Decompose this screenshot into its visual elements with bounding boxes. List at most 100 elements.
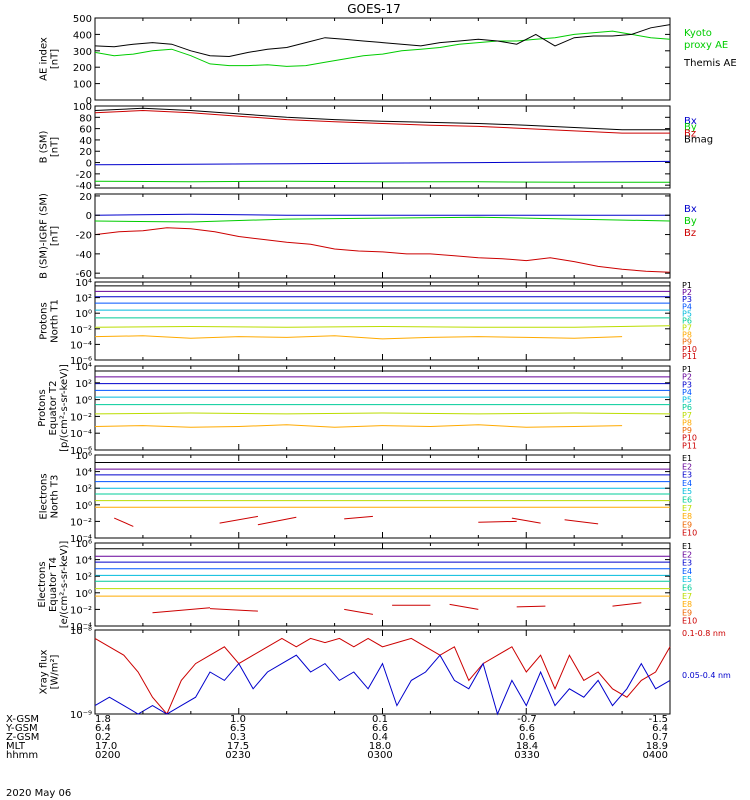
series-p7 xyxy=(94,412,671,415)
panel-7: 10⁻⁴ 10⁻² 10⁰ 10² 10⁴ 10⁶ Electrons Equator T4[… xyxy=(37,539,697,633)
y-tick-label: 10⁴ xyxy=(75,278,92,289)
legend-item: P6 xyxy=(682,403,692,412)
plot-title: GOES-17 xyxy=(347,2,401,16)
y-tick-label: 10⁴ xyxy=(75,362,92,373)
legend-item: E7 xyxy=(682,592,692,601)
footer-value: 0.6 xyxy=(519,732,535,743)
series-e9g xyxy=(564,519,599,525)
legend-item: 0.05-0.4 nm xyxy=(682,671,731,680)
y-tick-label: 10⁻⁶ xyxy=(70,446,92,457)
panel-frame xyxy=(94,281,671,361)
legend-item: P10 xyxy=(682,345,697,354)
panel-frame xyxy=(94,193,671,279)
y-tick-label: 10⁻⁸ xyxy=(70,626,92,637)
footer-value: 17.0 xyxy=(95,741,117,752)
legend-item: Bmag xyxy=(684,135,713,146)
legend-item: P5 xyxy=(682,309,692,318)
y-tick-label: 20 xyxy=(79,147,92,158)
footer-group: X-GSMY-GSMZ-GSMMLThhmm1.86.40.217.002001… xyxy=(5,714,668,761)
legend-item: P1 xyxy=(682,365,692,374)
panel-8: 10⁻⁹ 10⁻⁸ Xray flux [W/m²] 0.1-0.8 nm 0.05-0.… xyxy=(39,626,732,721)
y-tick-label: -20 xyxy=(76,231,92,242)
legend-item: Bz xyxy=(684,228,696,239)
series-p7 xyxy=(94,325,671,328)
y-tick-label: -60 xyxy=(76,269,92,280)
y-axis-label: AE index xyxy=(39,37,50,81)
y-tick-label: 10⁻² xyxy=(70,325,92,336)
legend-item: By xyxy=(684,216,697,227)
legend-item: P4 xyxy=(682,302,692,311)
legend-item: E4 xyxy=(682,479,692,488)
y-tick-label: 60 xyxy=(79,125,92,136)
series-e9c xyxy=(257,516,297,526)
legend-item: E6 xyxy=(682,496,692,505)
legend-item: E3 xyxy=(682,471,692,480)
series-e9a xyxy=(114,517,134,527)
legend-item: P9 xyxy=(682,426,692,435)
y-tick-label: 10⁻⁹ xyxy=(70,710,92,721)
legend-item: E9 xyxy=(682,608,692,617)
legend-item: P8 xyxy=(682,331,692,340)
y-tick-label: 0 xyxy=(86,159,92,170)
legend-item: P7 xyxy=(682,324,692,333)
y-tick-label: 10⁰ xyxy=(75,501,92,512)
footer-value: 0.2 xyxy=(95,732,111,743)
y-axis-label: Equator T2 xyxy=(48,381,59,436)
footer-value: 18.0 xyxy=(369,741,391,752)
y-axis-label: Protons xyxy=(37,389,48,426)
y-axis-label: Electrons xyxy=(39,473,50,519)
legend-item: E2 xyxy=(682,462,692,471)
panel-frame xyxy=(94,17,671,101)
legend-item: Bx xyxy=(684,204,697,215)
y-tick-label: 10⁻² xyxy=(70,412,92,423)
y-tick-label: 10⁰ xyxy=(75,589,92,600)
legend-item: P3 xyxy=(682,295,692,304)
y-tick-label: 10⁶ xyxy=(75,539,92,550)
y-tick-label: 300 xyxy=(73,47,92,58)
legend-item: P4 xyxy=(682,388,692,397)
series-p8 xyxy=(94,335,623,340)
series-e9e xyxy=(478,520,517,523)
footer-value: 0.1 xyxy=(372,714,388,725)
y-tick-label: 0 xyxy=(86,96,92,107)
footer-value: 6.4 xyxy=(95,723,111,734)
series-themis-ae xyxy=(94,24,671,58)
y-axis-label: Equator T4 xyxy=(48,557,59,612)
y-tick-label: 10⁻⁴ xyxy=(70,340,92,351)
legend-item: E5 xyxy=(682,487,692,496)
footer-value: 18.4 xyxy=(516,741,538,752)
y-axis-label: Xray flux xyxy=(39,650,50,695)
footer-row-label: hhmm xyxy=(6,750,38,761)
legend-item: P1 xyxy=(682,281,692,290)
y-tick-label: 0 xyxy=(86,211,92,222)
legend-item: E1 xyxy=(682,454,692,463)
footer-row-label: X-GSM xyxy=(6,714,39,725)
series-e9b xyxy=(209,608,258,612)
footer-row-label: MLT xyxy=(6,741,26,752)
footer-value: 6.4 xyxy=(652,723,668,734)
series-by xyxy=(94,180,670,183)
legend-item: E1 xyxy=(682,542,692,551)
legend-item: P5 xyxy=(682,396,692,405)
y-tick-label: 10⁻² xyxy=(70,605,92,616)
legend-item: P10 xyxy=(682,434,697,443)
footer-value: 6.5 xyxy=(230,723,246,734)
footer-value: 0300 xyxy=(367,750,392,761)
y-tick-label: -40 xyxy=(76,181,92,192)
legend-item: P11 xyxy=(682,441,697,450)
y-tick-label: 500 xyxy=(73,14,92,25)
footer-value: 0.3 xyxy=(230,732,246,743)
legend-item: P8 xyxy=(682,418,692,427)
footer-value: 6.6 xyxy=(372,723,388,734)
y-tick-label: 10⁻⁴ xyxy=(70,534,92,545)
y-tick-label: 10⁰ xyxy=(75,309,92,320)
y-axis-label: [W/m²] xyxy=(50,654,61,689)
series-e9d xyxy=(344,515,373,520)
legend-item: E2 xyxy=(682,550,692,559)
